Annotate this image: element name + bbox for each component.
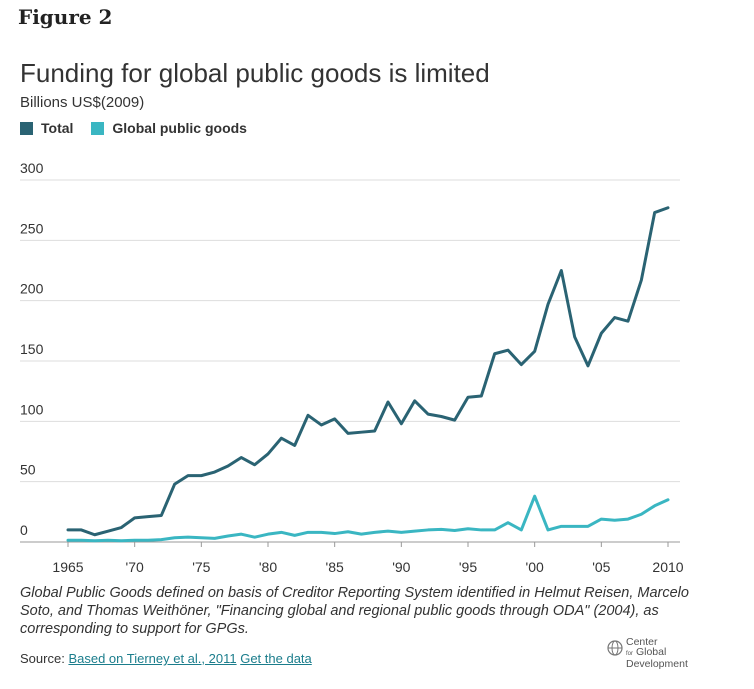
x-tick-label: '00 — [526, 559, 544, 575]
figure-label: Figure 2 — [18, 5, 113, 29]
y-tick-label: 300 — [20, 160, 44, 176]
chart-grid — [20, 179, 680, 543]
logo-line2-small: for — [626, 651, 634, 657]
x-tick-label: '95 — [459, 559, 477, 575]
x-tick-label: 2010 — [652, 559, 683, 575]
cgd-logo: Center for Global Development — [606, 637, 716, 677]
y-tick-label: 150 — [20, 341, 44, 357]
x-tick-label: 1965 — [52, 559, 83, 575]
source-prefix: Source: — [20, 651, 65, 666]
x-tick-label: '80 — [259, 559, 277, 575]
chart-series — [66, 206, 670, 543]
logo-line1: Center — [626, 636, 658, 648]
legend-label-total: Total — [41, 120, 74, 136]
y-tick-label: 50 — [20, 462, 36, 478]
get-data-link[interactable]: Get the data — [240, 651, 312, 666]
chart-legend: Total Global public goods — [20, 120, 265, 136]
globe-icon — [607, 640, 623, 656]
legend-item-total: Total — [20, 120, 73, 136]
x-tick-label: '90 — [392, 559, 410, 575]
legend-swatch-gpg — [91, 121, 105, 135]
legend-item-gpg: Global public goods — [91, 120, 247, 136]
x-tick-label: '75 — [192, 559, 210, 575]
chart-note: Global Public Goods defined on basis of … — [20, 585, 689, 637]
chart-title: Funding for global public goods is limit… — [20, 58, 490, 88]
legend-label-gpg: Global public goods — [112, 120, 247, 136]
based-on-link[interactable]: Based on Tierney et al., 2011 — [68, 651, 237, 666]
series-line-global-public-goods — [66, 494, 670, 543]
chart-subtitle: Billions US$(2009) — [20, 94, 145, 111]
x-tick-label: '05 — [592, 559, 610, 575]
source-line: Source: Based on Tierney et al., 2011 Ge… — [20, 651, 312, 666]
y-axis-ticks: 0 50 100 150 200 250 300 — [20, 160, 44, 538]
legend-swatch-total — [20, 121, 33, 135]
y-tick-label: 250 — [20, 220, 44, 236]
logo-line2: Global — [635, 646, 667, 658]
line-chart: 0 50 100 150 200 250 300 1965 '70 '75 '80 '85 '90 '9… — [20, 160, 684, 575]
x-axis-ticks: 1965 '70 '75 '80 '85 '90 '95 '00 '05 2010 — [52, 542, 684, 575]
y-tick-label: 0 — [20, 522, 28, 538]
y-tick-label: 200 — [20, 281, 44, 297]
series-line-total — [66, 206, 670, 537]
x-tick-label: '85 — [326, 559, 344, 575]
x-tick-label: '70 — [126, 559, 144, 575]
logo-text: Center for Global Development — [626, 636, 688, 670]
logo-line3: Development — [626, 658, 688, 670]
y-tick-label: 100 — [20, 401, 44, 417]
